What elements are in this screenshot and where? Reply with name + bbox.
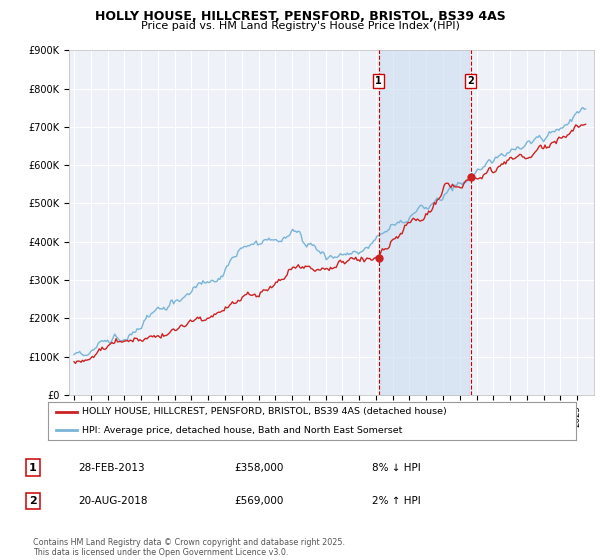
Text: 2% ↑ HPI: 2% ↑ HPI [372, 496, 421, 506]
Text: 1: 1 [375, 76, 382, 86]
Text: 2: 2 [29, 496, 37, 506]
Text: Price paid vs. HM Land Registry's House Price Index (HPI): Price paid vs. HM Land Registry's House … [140, 21, 460, 31]
Text: 2: 2 [467, 76, 474, 86]
Text: 28-FEB-2013: 28-FEB-2013 [78, 463, 145, 473]
Text: 8% ↓ HPI: 8% ↓ HPI [372, 463, 421, 473]
Text: 20-AUG-2018: 20-AUG-2018 [78, 496, 148, 506]
Text: HOLLY HOUSE, HILLCREST, PENSFORD, BRISTOL, BS39 4AS: HOLLY HOUSE, HILLCREST, PENSFORD, BRISTO… [95, 10, 505, 23]
Text: £358,000: £358,000 [234, 463, 283, 473]
Text: 1: 1 [29, 463, 37, 473]
Text: HPI: Average price, detached house, Bath and North East Somerset: HPI: Average price, detached house, Bath… [82, 426, 403, 435]
Text: £569,000: £569,000 [234, 496, 283, 506]
Text: HOLLY HOUSE, HILLCREST, PENSFORD, BRISTOL, BS39 4AS (detached house): HOLLY HOUSE, HILLCREST, PENSFORD, BRISTO… [82, 407, 447, 416]
Text: Contains HM Land Registry data © Crown copyright and database right 2025.
This d: Contains HM Land Registry data © Crown c… [33, 538, 345, 557]
